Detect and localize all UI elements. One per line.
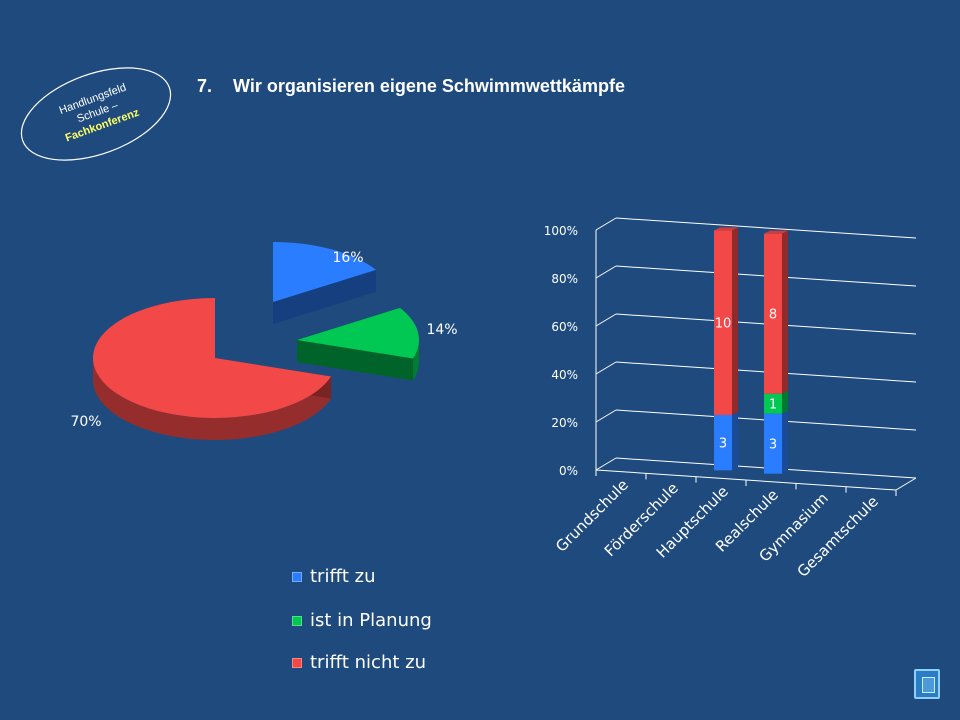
- y-tick-label: 60%: [551, 320, 578, 334]
- bar-segment-top: [714, 227, 738, 231]
- gridline: [615, 217, 917, 239]
- pie-slice-top: [273, 242, 377, 302]
- y-tick-label: 100%: [544, 224, 578, 238]
- legend-swatch: [292, 616, 302, 626]
- bar-segment: [764, 393, 782, 414]
- bar-segment-side: [782, 390, 788, 414]
- pie-slice-side: [413, 340, 419, 381]
- floor-edge: [895, 477, 917, 491]
- bar-segment-side: [732, 411, 738, 471]
- gridline-depth: [595, 313, 617, 327]
- bar-data-label: 3: [769, 438, 777, 453]
- pie-data-label: 16%: [332, 250, 363, 266]
- pie-slice-in-planung: [297, 307, 419, 381]
- pie-slice-wall: [297, 340, 414, 381]
- legend-label: ist in Planung: [310, 610, 432, 631]
- y-tick-label: 40%: [551, 368, 578, 382]
- bar-segment: [764, 413, 782, 474]
- pie-slice-top: [297, 307, 419, 359]
- bar-segment: [714, 230, 732, 415]
- badge-ellipse: [20, 67, 172, 161]
- legend-label: trifft zu: [310, 566, 376, 587]
- bar-segment-side: [732, 227, 738, 415]
- title-number: 7.: [197, 76, 213, 96]
- pie-data-label: 70%: [70, 414, 101, 430]
- gridline-depth: [595, 457, 617, 471]
- slide-title: 7. Wir organisieren eigene Schwimmwettkäm…: [197, 76, 625, 97]
- pie-slice-top: [93, 298, 332, 418]
- bar-stack: 3 10: [714, 227, 738, 471]
- legend-swatch: [292, 658, 302, 668]
- gridline-depth: [595, 361, 617, 375]
- pie-slice-trifft-zu: [273, 242, 377, 324]
- title-text: Wir organisieren eigene Schwimmwettkämpf…: [233, 76, 625, 96]
- legend-swatch: [292, 572, 302, 582]
- handlungsfeld-badge: Handlungsfeld Schule – Fachkonferenz: [20, 67, 172, 161]
- gridline-depth: [595, 265, 617, 279]
- bar-segment: [764, 233, 782, 394]
- pie-slice-side: [93, 358, 332, 441]
- bar-segment: [714, 414, 732, 471]
- document-icon: [922, 677, 935, 693]
- bar-segment-side: [782, 230, 788, 394]
- bar-data-label: 10: [715, 317, 732, 332]
- pie-slice-trifft-nicht-zu: [93, 298, 332, 441]
- gridline-depth: [595, 217, 617, 231]
- bar-data-label: 3: [719, 437, 727, 452]
- y-tick-label: 20%: [551, 416, 578, 430]
- y-tick-label: 0%: [559, 464, 578, 478]
- gridline-depth: [595, 409, 617, 423]
- bar-segment-side: [782, 410, 788, 474]
- bar-gridlines: [595, 217, 917, 479]
- y-tick-label: 80%: [551, 272, 578, 286]
- pie-slice-wall: [273, 269, 377, 324]
- pie-data-label: 14%: [426, 322, 457, 338]
- legend-label: trifft nicht zu: [310, 652, 426, 673]
- bar-data-label: 8: [769, 308, 777, 323]
- bar-segment-top: [764, 230, 788, 234]
- bar-data-label: 1: [769, 398, 777, 413]
- bar-stack: 3 1 8: [764, 230, 788, 474]
- document-nav-button[interactable]: [914, 669, 940, 699]
